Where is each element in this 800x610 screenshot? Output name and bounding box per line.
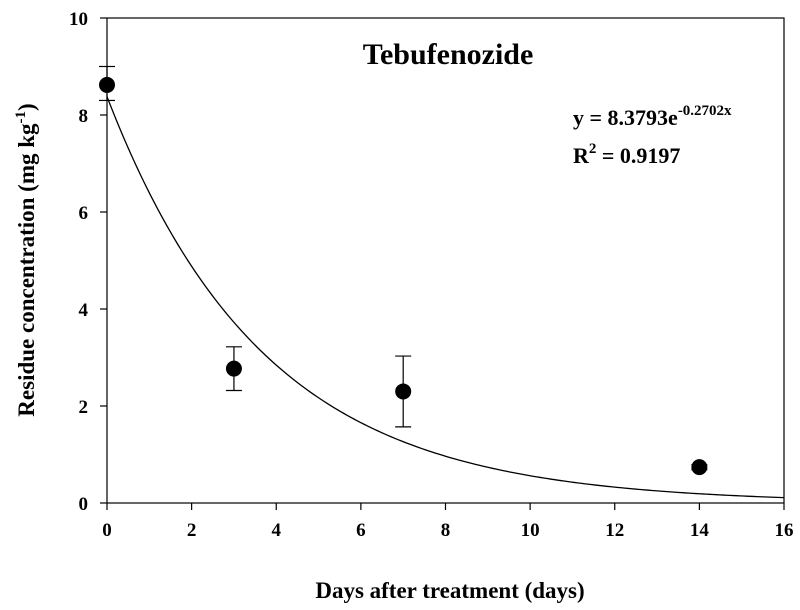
x-tick-label: 16	[775, 520, 794, 541]
x-tick-label: 14	[690, 520, 710, 541]
x-axis-title: Days after treatment (days)	[315, 578, 584, 603]
fit-equation-base: y = 8.3793e	[573, 105, 678, 130]
x-tick-label: 0	[102, 520, 112, 541]
plot-frame	[106, 17, 785, 504]
y-axis-title: Residue concentration (mg kg-1)	[13, 103, 39, 416]
y-tick-label: 4	[79, 300, 89, 321]
x-tick-label: 2	[187, 520, 197, 541]
y-tick-label: 8	[79, 106, 89, 127]
data-point	[395, 383, 412, 400]
r-squared-value: = 0.9197	[596, 143, 680, 168]
fit-curve-group	[106, 96, 785, 499]
fit-equation: y = 8.3793e-0.2702x	[573, 103, 732, 130]
y-axis-title-superscript: -1	[13, 111, 29, 124]
y-tick-label: 6	[79, 203, 89, 224]
y-axis-title-main: Residue concentration (mg kg	[14, 123, 39, 417]
axes	[106, 17, 785, 504]
r-squared-superscript: 2	[589, 141, 597, 157]
y-ticks: 0 2 4 6 8 10	[69, 9, 107, 515]
x-tick-label: 6	[356, 520, 366, 541]
data-point	[225, 360, 242, 377]
chart-title: Tebufenozide	[363, 38, 534, 71]
fit-r-squared: R2 = 0.9197	[573, 141, 680, 168]
y-tick-label: 10	[69, 9, 88, 30]
data-points	[99, 76, 708, 476]
y-tick-label: 0	[79, 494, 89, 515]
x-tick-label: 10	[521, 520, 540, 541]
fit-equation-exponent: -0.2702x	[678, 103, 732, 119]
x-ticks: 0 2 4 6 8 10 12 14 16	[102, 503, 794, 541]
data-point	[99, 76, 115, 93]
y-axis-title-close: )	[14, 103, 39, 111]
x-tick-label: 8	[441, 520, 451, 541]
y-tick-label: 2	[79, 397, 89, 418]
fit-curve	[106, 96, 785, 499]
x-tick-label: 4	[272, 520, 282, 541]
r-squared-letter: R	[573, 143, 590, 168]
data-point	[691, 459, 708, 476]
x-tick-label: 12	[605, 520, 624, 541]
